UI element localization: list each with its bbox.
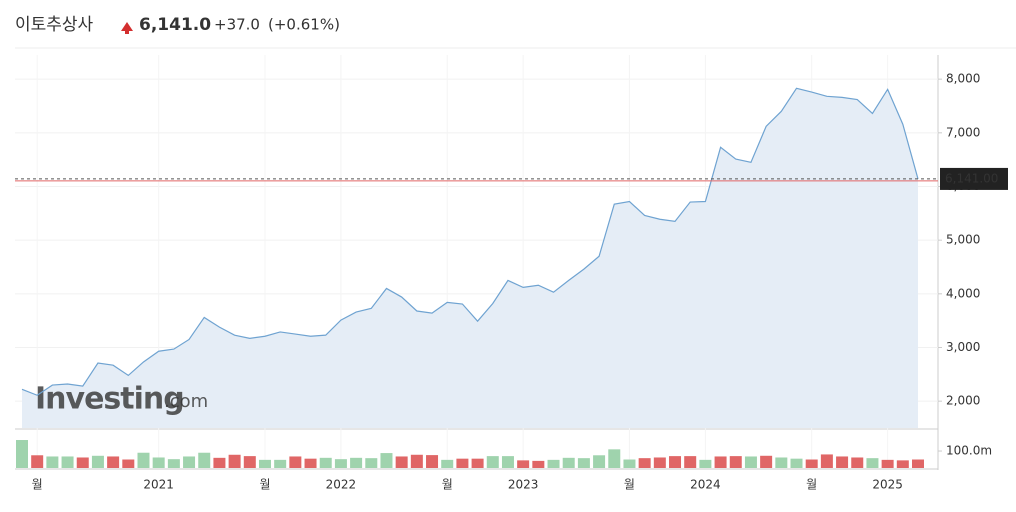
volume-bar: [486, 456, 499, 468]
y-tick-label: 7,000: [946, 125, 980, 139]
change: +37.0: [214, 16, 260, 34]
x-tick-label: 2025: [872, 478, 903, 492]
volume-bar: [61, 456, 74, 468]
volume-bar: [258, 459, 271, 468]
volume-bar: [608, 449, 621, 468]
volume-bar: [836, 456, 849, 468]
volume-bar: [274, 459, 287, 468]
volume-bar: [866, 458, 879, 468]
volume-bar: [213, 457, 226, 468]
volume-bar: [547, 459, 560, 468]
volume-bar: [91, 455, 104, 468]
x-tick-label: 월: [624, 478, 635, 492]
volume-bar: [304, 458, 317, 468]
volume-bar: [137, 452, 150, 468]
volume-bar: [426, 455, 439, 468]
volume-bar: [319, 457, 332, 468]
volume-bar: [243, 456, 256, 468]
volume-bar: [881, 459, 894, 468]
x-tick-label: 2023: [508, 478, 539, 492]
price: 6,141.0: [139, 15, 211, 35]
volume-bar: [46, 456, 59, 468]
y-tick-label: 5,000: [946, 233, 980, 247]
price-line: [21, 87, 919, 396]
volume-bar: [532, 460, 545, 468]
volume-bar: [228, 454, 241, 468]
x-tick-label: 2024: [690, 478, 721, 492]
volume-bar: [760, 455, 773, 468]
volume-bar: [456, 458, 469, 468]
x-tick-label: 월: [259, 478, 270, 492]
volume-bar: [107, 456, 120, 468]
volume-bar: [350, 457, 363, 468]
volume-bar: [16, 440, 28, 468]
watermark-suffix: .com: [164, 391, 208, 412]
volume-bar: [623, 459, 636, 468]
x-tick-label: 월: [442, 478, 453, 492]
volume-tick-label: 100.0m: [946, 444, 992, 458]
y-tick-label: 4,000: [946, 286, 980, 300]
volume-bar: [380, 453, 393, 468]
y-tick-label: 2,000: [946, 394, 980, 408]
volume-bar: [820, 454, 833, 468]
volume-bar: [410, 454, 423, 468]
volume-bar: [289, 456, 302, 468]
x-tick-label: 월: [32, 478, 43, 492]
volume-bar: [851, 457, 864, 468]
volume-bar: [912, 459, 924, 468]
volume-bar: [714, 456, 727, 468]
volume-bar: [669, 456, 682, 468]
volume-bar: [638, 458, 651, 468]
x-tick-label: 월: [806, 478, 817, 492]
volume-bar: [562, 457, 575, 468]
volume-bar: [593, 455, 606, 468]
area: [22, 88, 918, 429]
y-tick-label: 8,000: [946, 72, 980, 86]
volume-bar: [744, 456, 757, 468]
last-price-box: [940, 167, 1008, 190]
volume-bar: [76, 457, 89, 468]
volume-bar: [775, 457, 788, 468]
x-tick-label: 2022: [326, 478, 357, 492]
volume-bar: [365, 458, 378, 468]
last-price-label: 6,141.00: [945, 171, 998, 185]
volume-bar: [471, 458, 484, 468]
up-arrow: [121, 22, 133, 34]
volume-bar: [395, 456, 408, 468]
watermark: Investing: [35, 382, 184, 417]
volume-bar: [653, 457, 666, 468]
volume-bar: [441, 459, 454, 468]
volume-bar: [198, 452, 211, 468]
volume-bar: [183, 456, 196, 468]
volume-bar: [152, 457, 165, 468]
volume-bar: [790, 458, 803, 468]
change-pct: (+0.61%): [268, 16, 340, 34]
y-tick-label: 3,000: [946, 340, 980, 354]
volume-bar: [334, 459, 347, 468]
volume-bar: [167, 459, 180, 468]
volume-bar: [699, 459, 712, 468]
volume-bar: [896, 460, 909, 468]
volume-bar: [31, 455, 44, 468]
volume-bar: [501, 456, 514, 468]
volume-bar: [684, 456, 697, 468]
volume-bar: [805, 459, 818, 468]
volume-bar: [577, 458, 590, 468]
chart-title: 이토추상사: [15, 15, 94, 35]
x-tick-label: 2021: [143, 478, 174, 492]
volume-bar: [729, 456, 742, 468]
volume-bar: [122, 459, 135, 468]
volume-bar: [517, 460, 530, 468]
